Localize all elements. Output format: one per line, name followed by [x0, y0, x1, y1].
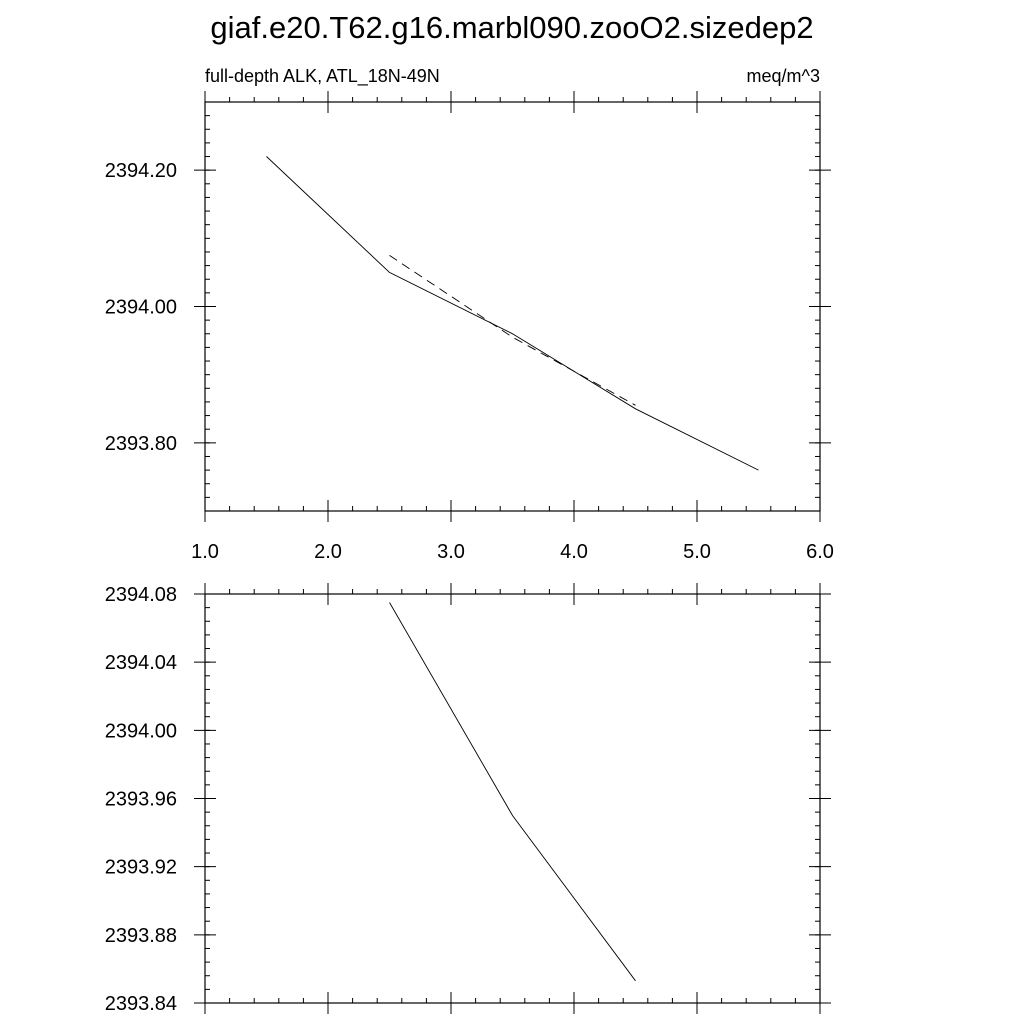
- panel-1-x-tick-label: 6.0: [806, 541, 834, 563]
- panel-1-x-tick-label: 4.0: [560, 541, 588, 563]
- panel-2-series-solid-line: [389, 602, 636, 982]
- panel-2-y-tick-label: 2394.04: [105, 652, 177, 674]
- panel-1-y-tick-label: 2393.80: [105, 433, 177, 455]
- panel-2-y-tick-label: 2393.88: [105, 925, 177, 947]
- panel-2-y-tick-label: 2394.00: [105, 720, 177, 742]
- panel-1-plot: 1.0 2.0 3.0 4.0 5.0 6.0 2393.80 2394.00 2394.20: [105, 91, 834, 563]
- panel-1-frame: [204, 101, 821, 512]
- panel-1-x-tick-label: 2.0: [314, 541, 342, 563]
- panel-2-plot: 2394.08 2394.04 2394.00 2393.96 2393.92 2393.…: [105, 583, 831, 1015]
- panel-1-y-tick-label: 2394.20: [105, 160, 177, 182]
- panel-2-y-tick-label: 2393.92: [105, 857, 177, 879]
- panel-2-frame: [204, 593, 821, 1004]
- figure-title: giaf.e20.T62.g16.marbl090.zooO2.sizedep2: [210, 10, 813, 45]
- panel-1-x-tick-label: 3.0: [437, 541, 465, 563]
- panel-1-series-solid-line: [266, 156, 759, 471]
- panel-1-right-label: meq/m^3: [747, 66, 820, 86]
- panel-1-x-tick-label: 5.0: [683, 541, 711, 563]
- panel-1-y-tick-label: 2394.00: [105, 297, 177, 319]
- panel-1-series-dashed-line: [389, 255, 636, 406]
- panel-1-left-label: full-depth ALK, ATL_18N-49N: [205, 66, 440, 87]
- panel-2-y-tick-label: 2394.08: [105, 584, 177, 606]
- panel-2-y-tick-label: 2393.84: [105, 993, 177, 1015]
- panel-2-y-tick-label: 2393.96: [105, 789, 177, 811]
- panel-1-x-tick-label: 1.0: [191, 541, 219, 563]
